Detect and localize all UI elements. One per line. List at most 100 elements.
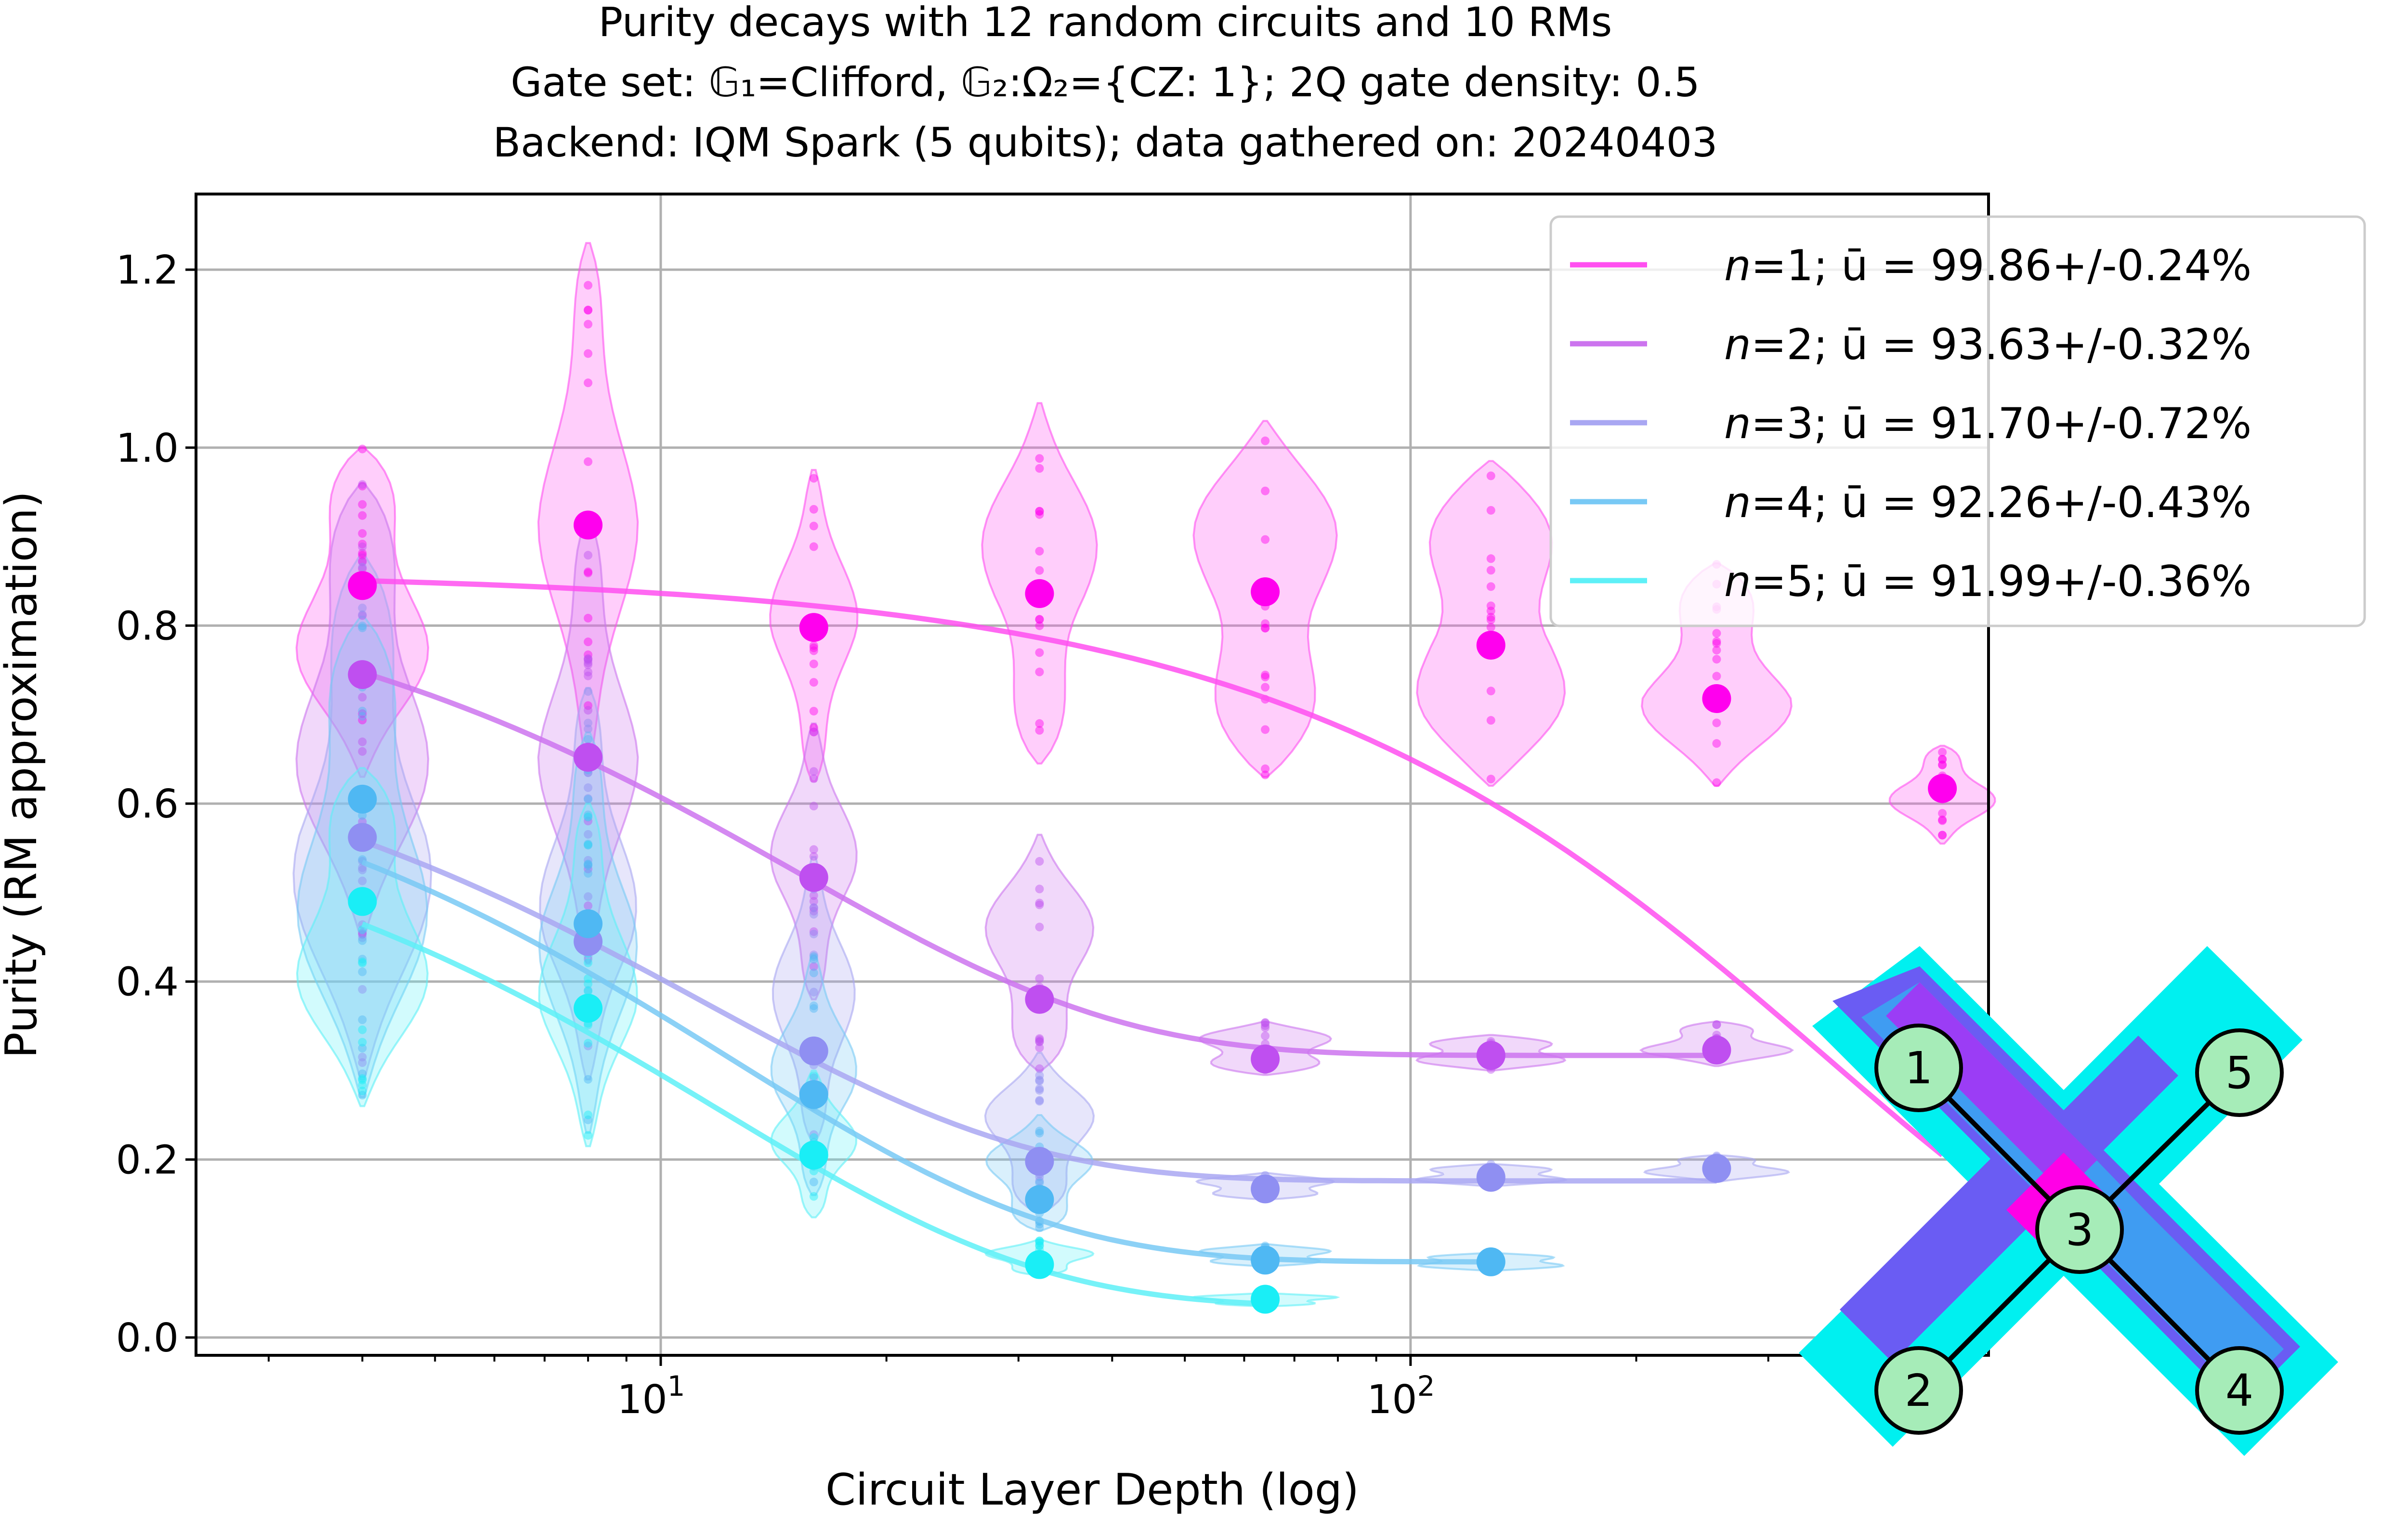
- mean-point-n1: [1251, 577, 1280, 607]
- sample-dot: [358, 1074, 367, 1083]
- violin-n2: [770, 722, 858, 1000]
- sample-dot: [358, 936, 367, 945]
- sample-dot: [358, 551, 367, 560]
- sample-dot: [584, 979, 593, 988]
- violin-n3: [539, 687, 637, 1080]
- sample-dot: [809, 968, 818, 977]
- sample-dot: [1261, 770, 1270, 779]
- sample-dot: [1035, 1077, 1044, 1086]
- mean-point-n2: [1702, 1036, 1731, 1065]
- sample-dot: [584, 701, 593, 710]
- sample-dot: [1261, 619, 1270, 628]
- sample-dot: [1035, 1178, 1044, 1187]
- sample-dot: [1712, 1020, 1721, 1029]
- sample-dot: [584, 830, 593, 839]
- sample-dot: [1035, 922, 1044, 932]
- sample-dot: [358, 500, 367, 509]
- sample-dot: [584, 892, 593, 901]
- legend-label-n2: n=2; ū = 93.63+/-0.32%: [1724, 320, 2251, 369]
- sample-dot: [358, 557, 367, 566]
- sample-dot: [1712, 629, 1721, 638]
- sample-dot: [1261, 683, 1270, 692]
- sample-dot: [809, 1071, 818, 1080]
- sample-dot: [584, 658, 593, 667]
- sample-dot: [1938, 760, 1947, 769]
- x-axis-ticks: 101 102: [267, 1355, 1936, 1423]
- sample-dot: [358, 1076, 367, 1085]
- sample-dot: [584, 378, 593, 388]
- sample-dot: [358, 933, 367, 942]
- sample-dot: [358, 480, 367, 489]
- sample-dot: [809, 678, 818, 687]
- sample-dot: [1035, 857, 1044, 866]
- violin-n4: [770, 954, 857, 1196]
- sample-dot: [358, 715, 367, 725]
- sample-dot: [584, 795, 593, 804]
- sample-dot: [358, 957, 367, 966]
- sample-dot: [1035, 1037, 1044, 1046]
- qubit-node-1: [1874, 1024, 1963, 1112]
- sample-dot: [1712, 655, 1721, 664]
- legend-value-text: =5; ū = 91.99+/-0.36%: [1751, 557, 2251, 606]
- sample-dot: [358, 1058, 367, 1067]
- mean-point-n4: [1476, 1247, 1505, 1276]
- sample-dot: [1712, 1020, 1721, 1029]
- sample-dot: [358, 747, 367, 756]
- sample-dot: [1712, 639, 1721, 648]
- sample-dot: [809, 707, 818, 716]
- sample-dot: [1261, 1031, 1270, 1040]
- x-tick-label: 102: [1367, 1370, 1435, 1423]
- sample-dot: [584, 457, 593, 466]
- mean-point-n4: [1025, 1185, 1054, 1214]
- plot-frame: [195, 193, 1990, 1357]
- sample-dot: [809, 767, 818, 776]
- sample-dot: [1035, 1064, 1044, 1073]
- sample-dot: [1035, 898, 1044, 908]
- sample-dot: [1486, 554, 1495, 563]
- sample-dot: [1712, 637, 1721, 646]
- sample-dot: [809, 903, 818, 912]
- violin-n4: [296, 615, 429, 1098]
- sample-dot: [358, 985, 367, 994]
- sample-dot: [358, 481, 367, 491]
- sample-dot: [809, 723, 818, 732]
- sample-dot: [584, 1131, 593, 1140]
- mean-point-n2: [574, 742, 603, 772]
- sample-dot: [809, 1004, 818, 1013]
- sample-dot: [358, 622, 367, 631]
- sample-dot: [584, 859, 593, 869]
- sample-dot: [809, 1133, 818, 1142]
- sample-dot: [358, 928, 367, 937]
- sample-dot: [1035, 615, 1044, 624]
- sample-dot: [1035, 884, 1044, 894]
- sample-dot: [358, 1080, 367, 1090]
- sample-dot: [584, 817, 593, 826]
- mean-point-n1: [574, 510, 603, 540]
- sample-dot: [358, 967, 367, 976]
- sample-dot: [1035, 1177, 1044, 1186]
- qubit-topology-inset: 1 2 3 4 5: [1799, 946, 2338, 1456]
- mean-points-layer: [348, 510, 1957, 1314]
- sample-dot: [584, 613, 593, 623]
- sample-dot: [1486, 775, 1495, 784]
- qubit-label-5: 5: [2225, 1047, 2254, 1099]
- sample-dot: [809, 896, 818, 906]
- sample-dot: [809, 521, 818, 531]
- sample-dot: [1261, 623, 1270, 633]
- sample-dot: [1486, 687, 1495, 696]
- sample-dot: [584, 864, 593, 873]
- sample-dot: [1035, 506, 1044, 516]
- sample-dot: [1035, 1086, 1044, 1095]
- mean-point-n4: [1251, 1246, 1280, 1275]
- sample-dot: [358, 623, 367, 633]
- sample-dot: [584, 810, 593, 819]
- sample-dot: [809, 962, 818, 971]
- sample-dot: [1035, 546, 1044, 556]
- sample-dot: [1486, 471, 1495, 480]
- sample-dot: [1035, 1238, 1044, 1247]
- mean-point-n5: [799, 1141, 828, 1170]
- sample-dot: [809, 1178, 818, 1187]
- x-axis-label: Circuit Layer Depth (log): [825, 1465, 1359, 1515]
- sample-dot: [1035, 726, 1044, 735]
- sample-dot: [358, 529, 367, 538]
